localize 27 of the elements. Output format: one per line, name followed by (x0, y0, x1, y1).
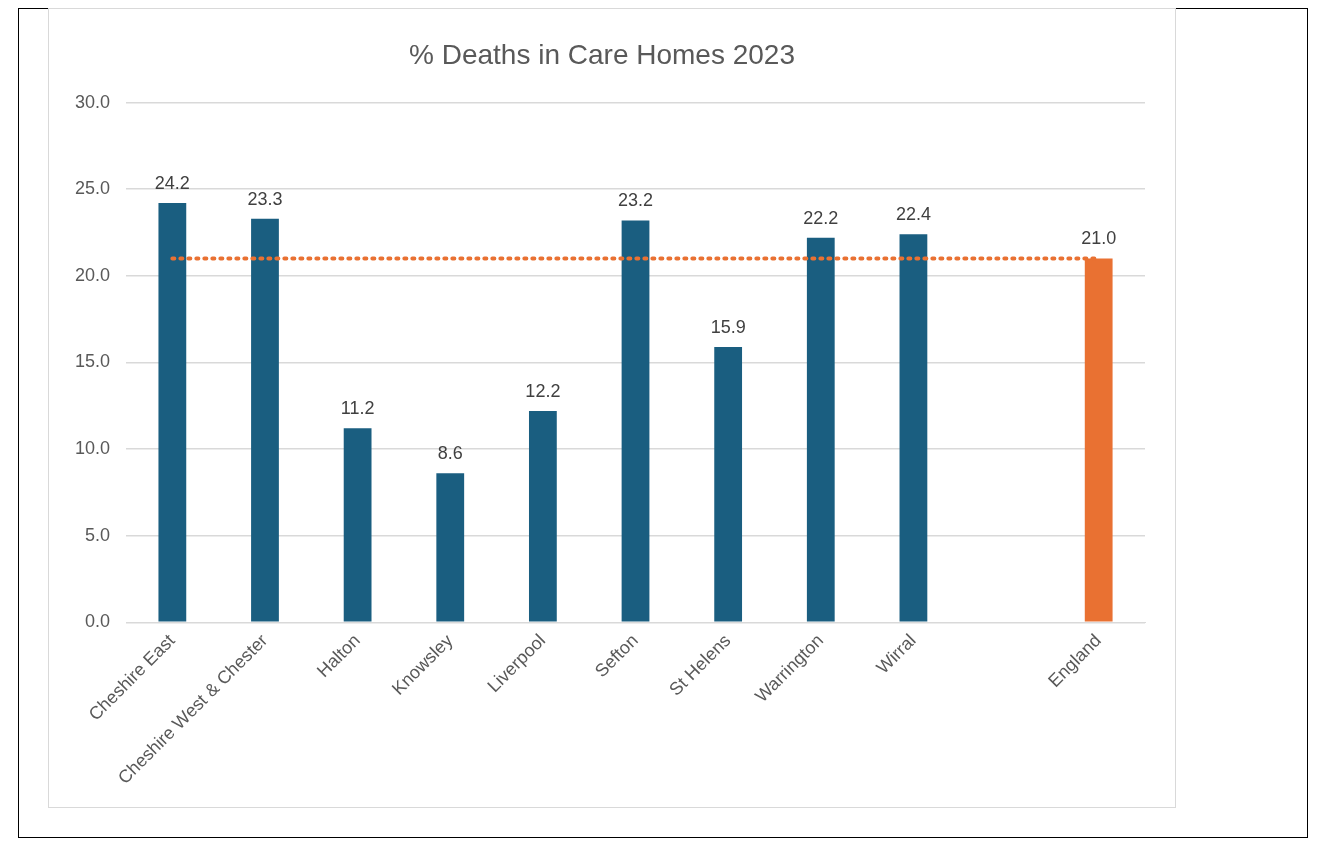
data-label: 22.4 (895, 204, 931, 225)
data-label: 24.2 (154, 173, 190, 194)
bar (528, 410, 557, 622)
bar (158, 203, 187, 622)
data-label: 21.0 (1081, 228, 1117, 249)
data-label: 15.9 (710, 316, 746, 337)
data-label: 12.2 (525, 380, 561, 401)
data-label: 23.3 (247, 188, 283, 209)
y-tick-label: 30.0 (74, 91, 111, 112)
y-tick-label: 0.0 (85, 611, 111, 632)
bar (714, 346, 743, 622)
bar (343, 428, 372, 622)
data-label: 22.2 (803, 207, 839, 228)
y-tick-label: 5.0 (85, 524, 111, 545)
data-label: 23.2 (617, 190, 654, 211)
y-tick-label: 25.0 (74, 178, 111, 199)
data-label: 8.6 (437, 443, 463, 464)
chart-title: % Deaths in Care Homes 2023 (409, 38, 795, 70)
bar (899, 234, 928, 622)
bar (251, 218, 279, 622)
bar (436, 473, 465, 622)
bar (806, 237, 835, 622)
y-tick-label: 10.0 (74, 438, 111, 459)
bar (621, 220, 650, 622)
data-label: 11.2 (340, 398, 375, 419)
y-tick-label: 20.0 (74, 264, 111, 285)
y-tick-label: 15.0 (74, 351, 111, 372)
